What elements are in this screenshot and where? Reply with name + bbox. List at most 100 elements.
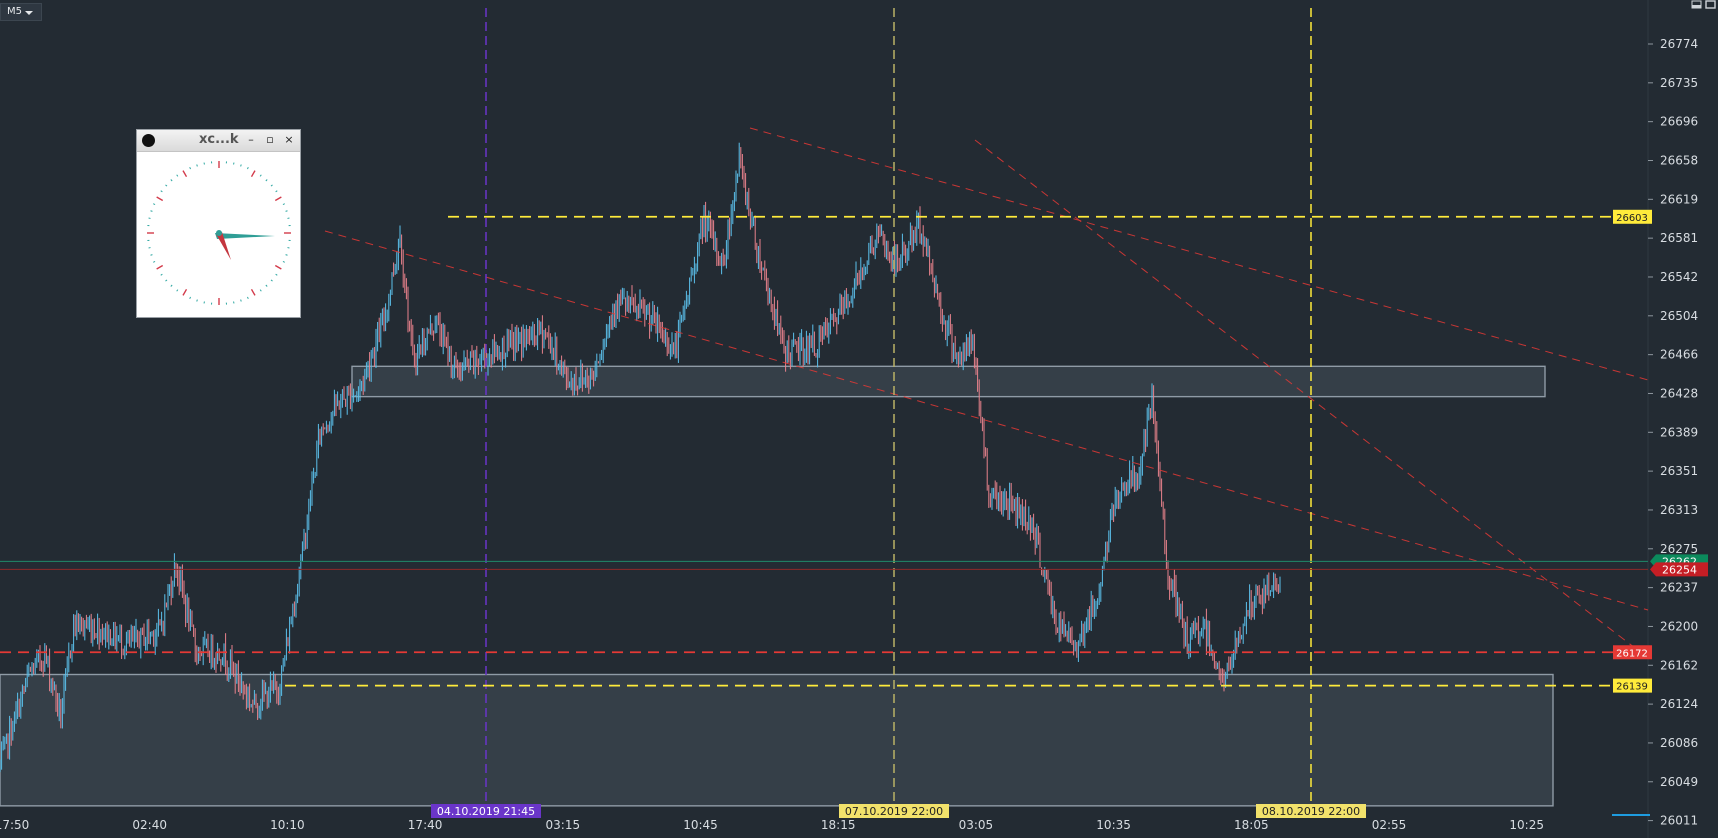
clock-tick <box>247 167 249 170</box>
price-line-tag <box>1613 678 1652 693</box>
ask-price-value: 26254 <box>1662 563 1697 576</box>
price-tick-label: 26275 <box>1660 542 1698 556</box>
clock-tick <box>282 261 285 263</box>
price-tick-label: 26162 <box>1660 658 1698 672</box>
price-tick-label: 26658 <box>1660 153 1698 167</box>
current-price-tag <box>1650 562 1708 577</box>
price-tick-label: 26011 <box>1660 814 1698 828</box>
clock-tick <box>250 170 256 178</box>
maximize-chart-icon[interactable] <box>1705 0 1716 9</box>
price-line-tag <box>1613 209 1652 224</box>
clock-tick <box>275 273 278 276</box>
support-resistance-zone[interactable] <box>351 365 1546 398</box>
clock-tick <box>259 174 262 177</box>
price-tick-label: 26774 <box>1660 37 1698 51</box>
clock-tick <box>265 284 268 287</box>
clock-tick <box>165 184 168 187</box>
clock-tick <box>240 164 242 167</box>
clock-close-button[interactable]: × <box>284 133 294 146</box>
price-tick-label: 26619 <box>1660 192 1698 206</box>
clock-hour-hand <box>216 232 231 260</box>
clock-tick <box>270 279 273 282</box>
clock-tick <box>150 254 153 256</box>
clock-tick <box>170 179 173 182</box>
timeframe-dropdown[interactable]: M5 <box>0 3 42 21</box>
clock-tick <box>259 289 262 292</box>
price-tick-label: 26351 <box>1660 464 1698 478</box>
clock-tick <box>176 174 179 177</box>
vertical-marker-tag-text: 04.10.2019 21:45 <box>437 805 535 818</box>
trendline[interactable] <box>974 139 1649 659</box>
clock-tick <box>156 264 164 270</box>
trendline[interactable] <box>324 230 1649 611</box>
price-tick-label: 26237 <box>1660 581 1698 595</box>
clock-tick <box>274 264 282 270</box>
clock-tick <box>270 184 273 187</box>
clock-tick <box>189 167 191 170</box>
vertical-marker-tag <box>839 804 949 818</box>
clock-tick <box>240 299 242 302</box>
clock-tick <box>156 196 164 202</box>
time-tick-label: 17:50 <box>0 818 29 832</box>
minimize-chart-icon[interactable] <box>1691 0 1702 9</box>
time-tick-label: 10:45 <box>683 818 718 832</box>
clock-app-icon <box>142 134 155 147</box>
clock-tick <box>150 210 153 212</box>
time-tick-label: 02:55 <box>1372 818 1407 832</box>
price-tick-label: 26735 <box>1660 76 1698 90</box>
analog-clock-face <box>147 161 291 305</box>
clock-tick <box>275 190 278 193</box>
price-tick-label: 26428 <box>1660 386 1698 400</box>
time-tick-label: 17:40 <box>408 818 443 832</box>
support-resistance-zone[interactable] <box>0 673 1554 807</box>
clock-tick <box>189 296 191 299</box>
clock-tick <box>274 196 282 202</box>
clock-tick <box>170 284 173 287</box>
clock-tick <box>250 288 256 296</box>
price-tick-label: 26389 <box>1660 425 1698 439</box>
time-tick-label: 02:40 <box>132 818 167 832</box>
price-line-tag-value: 26139 <box>1616 682 1648 693</box>
timeframe-label: M5 <box>7 6 22 17</box>
clock-tick <box>160 273 163 276</box>
time-tick-label: 18:15 <box>821 818 856 832</box>
price-tick-label: 26466 <box>1660 348 1698 362</box>
clock-tick <box>160 190 163 193</box>
price-line-tag-value: 26172 <box>1616 648 1648 659</box>
zones <box>0 365 1554 807</box>
clock-tick <box>182 170 188 178</box>
clock-window[interactable]: xc...k – ▫ × <box>136 129 301 318</box>
clock-tick <box>285 254 288 256</box>
clock-tick <box>196 299 198 302</box>
price-line-tag <box>1613 645 1652 660</box>
clock-tick <box>176 289 179 292</box>
clock-tick <box>285 210 288 212</box>
trendline[interactable] <box>749 127 1649 381</box>
price-axis: 26774 26735 26696 26658 26619 26581 26542 26504… <box>1612 37 1698 828</box>
price-tick-label: 26581 <box>1660 231 1698 245</box>
clock-tick <box>247 296 249 299</box>
clock-minute-hand <box>215 233 275 239</box>
price-tick-label: 26696 <box>1660 115 1698 129</box>
price-tick-label: 26313 <box>1660 503 1698 517</box>
vertical-marker-tag-text: 08.10.2019 22:00 <box>1262 805 1360 818</box>
clock-tick <box>265 179 268 182</box>
vertical-marker-tag <box>1256 804 1366 818</box>
price-tick-label: 26086 <box>1660 736 1698 750</box>
time-tick-label: 10:35 <box>1096 818 1131 832</box>
clock-tick <box>153 261 156 263</box>
clock-center <box>216 230 222 236</box>
vertical-marker-tag <box>431 804 541 818</box>
time-tick-label: 10:25 <box>1509 818 1544 832</box>
clock-titlebar[interactable]: xc...k – ▫ × <box>137 130 300 152</box>
price-tick-label: 26200 <box>1660 619 1698 633</box>
clock-tick <box>165 279 168 282</box>
clock-minimize-button[interactable]: – <box>248 133 254 146</box>
price-line-tag-value: 26603 <box>1616 213 1648 224</box>
price-tick-label: 26049 <box>1660 775 1698 789</box>
clock-tick <box>282 203 285 205</box>
clock-tick <box>153 203 156 205</box>
clock-maximize-button[interactable]: ▫ <box>266 133 274 146</box>
